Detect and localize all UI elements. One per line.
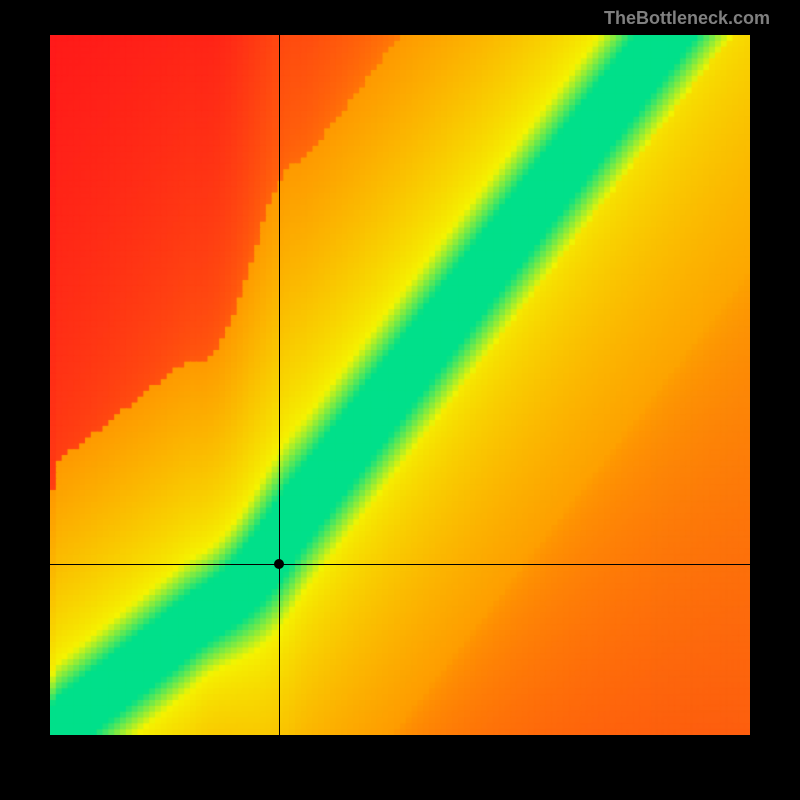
heatmap-plot — [50, 35, 750, 735]
crosshair-vertical — [279, 35, 280, 735]
heatmap-canvas — [50, 35, 750, 735]
watermark-text: TheBottleneck.com — [604, 8, 770, 29]
crosshair-horizontal — [50, 564, 750, 565]
crosshair-marker — [274, 559, 284, 569]
